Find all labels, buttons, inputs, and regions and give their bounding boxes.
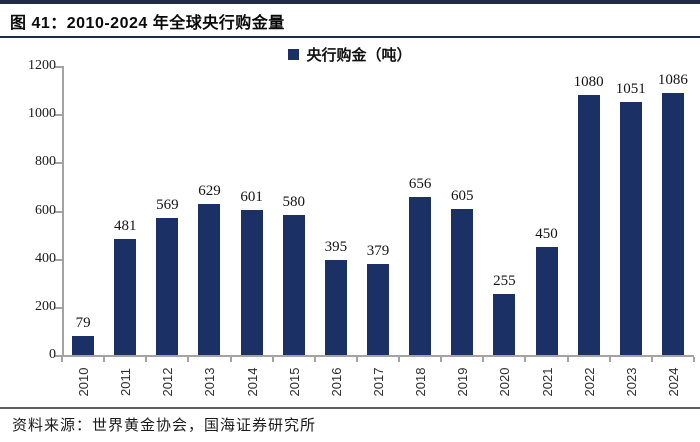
bar-value-label: 255 — [493, 273, 516, 289]
bar — [72, 336, 95, 355]
x-axis-category-label: 2014 — [244, 367, 260, 397]
y-axis-tick — [55, 355, 62, 357]
y-axis-tick-label: 400 — [35, 250, 56, 266]
x-axis-tick — [650, 357, 653, 362]
x-axis-tick — [693, 357, 695, 362]
bar-value-label: 481 — [113, 218, 137, 234]
bar — [282, 215, 305, 355]
bar — [409, 197, 432, 355]
y-axis-tick-label: 600 — [35, 202, 56, 218]
legend-square-icon — [288, 48, 300, 60]
y-axis-tick-label: 0 — [49, 347, 56, 362]
bar — [661, 93, 684, 355]
x-axis-category-label: 2011 — [117, 368, 133, 396]
bar-value-label: 1086 — [657, 72, 688, 88]
x-axis-category-label: 2020 — [496, 367, 512, 397]
x-axis-category-label: 2013 — [201, 367, 217, 397]
x-axis-category-label: 2016 — [328, 367, 344, 397]
bar — [493, 294, 516, 355]
bar-value-label: 605 — [451, 188, 474, 204]
x-axis-tick — [229, 357, 232, 362]
y-axis-tick-label: 1000 — [28, 106, 56, 122]
bar — [156, 218, 179, 355]
x-axis-tick — [145, 357, 148, 362]
bar-value-label: 569 — [156, 197, 179, 213]
x-axis-line — [62, 355, 694, 357]
x-axis-category-label: 2022 — [581, 367, 597, 397]
x-axis-category-label: 2021 — [539, 367, 555, 397]
y-axis-tick-label: 800 — [35, 154, 56, 170]
x-axis-tick — [440, 357, 443, 362]
bar — [451, 209, 474, 355]
bar — [535, 247, 558, 355]
x-axis-tick — [608, 357, 611, 362]
bar-value-label: 395 — [324, 239, 348, 255]
top-border-rule — [0, 0, 700, 4]
figure-title: 图 41：2010-2024 年全球央行购金量 — [10, 15, 285, 32]
bar-value-label: 580 — [282, 194, 305, 210]
chart-legend: 央行购金（吨） — [0, 45, 700, 64]
footer-divider-rule — [0, 407, 700, 409]
x-axis-tick — [61, 357, 63, 362]
bar-value-label: 629 — [198, 183, 221, 199]
y-axis-tick — [55, 210, 62, 213]
bar-value-label: 601 — [240, 189, 263, 205]
x-axis-tick — [566, 357, 569, 362]
y-axis-tick-label: 1200 — [28, 58, 56, 73]
x-axis-category-label: 2015 — [286, 367, 302, 397]
x-axis-category-label: 2019 — [454, 367, 470, 397]
x-axis-category-label: 2018 — [412, 367, 428, 397]
bar — [619, 102, 642, 355]
bar — [114, 239, 137, 355]
x-axis-tick — [482, 357, 485, 362]
title-underline-rule — [0, 36, 700, 38]
x-axis-tick — [313, 357, 316, 362]
bar-value-label: 656 — [408, 176, 432, 192]
x-axis-category-label: 2017 — [370, 367, 386, 397]
legend-label: 央行购金（吨） — [306, 47, 412, 64]
x-axis-tick — [103, 357, 106, 362]
x-axis-category-label: 2012 — [159, 367, 175, 397]
y-axis-tick-label: 200 — [35, 298, 56, 314]
bar-value-label: 450 — [535, 226, 558, 242]
y-axis-line — [62, 66, 64, 357]
y-axis-tick — [55, 162, 62, 165]
bar-value-label: 379 — [366, 243, 390, 259]
y-axis-tick — [55, 258, 62, 261]
bar — [324, 260, 347, 355]
bar — [577, 95, 600, 355]
x-axis-category-label: 2010 — [75, 367, 91, 397]
source-note: 资料来源：世界黄金协会，国海证券研究所 — [12, 418, 317, 434]
bar — [240, 210, 263, 355]
x-axis-tick — [355, 357, 358, 362]
bar — [367, 264, 389, 355]
bar-value-label: 1080 — [573, 74, 604, 90]
bar — [198, 204, 221, 355]
x-axis-category-label: 2023 — [623, 367, 639, 397]
bar-value-label: 79 — [75, 315, 91, 331]
x-axis-tick — [187, 357, 190, 362]
x-axis-category-label: 2024 — [665, 367, 681, 397]
bar-value-label: 1051 — [615, 81, 646, 97]
bar-chart-plot: 0 200 400 600 800 1000 1200 79 2010 481 2011 569 201… — [0, 58, 700, 406]
x-axis-tick — [524, 357, 527, 362]
y-axis-tick — [55, 306, 62, 309]
x-axis-tick — [398, 357, 401, 362]
y-axis-tick — [55, 114, 62, 117]
x-axis-tick — [271, 357, 274, 362]
y-axis-tick — [55, 66, 62, 68]
